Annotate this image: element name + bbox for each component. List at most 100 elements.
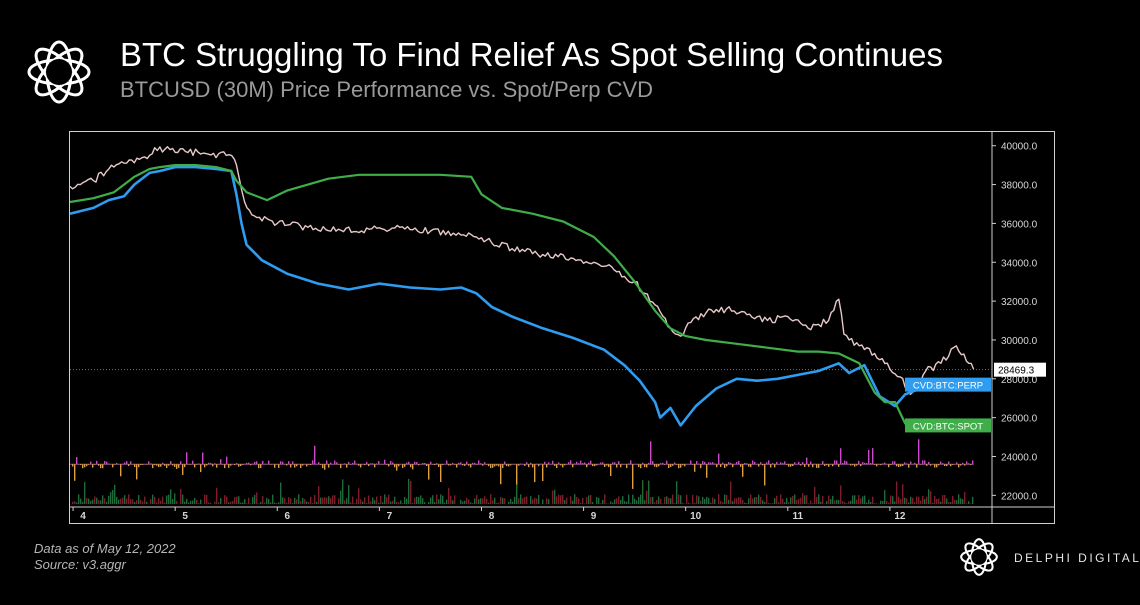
volume-bar	[334, 495, 336, 505]
cvd-delta-bar	[560, 464, 562, 466]
cvd-delta-bar	[258, 464, 260, 469]
cvd-delta-bar	[376, 463, 378, 465]
cvd-delta-bar	[392, 462, 394, 465]
volume-bar	[764, 501, 766, 505]
volume-bar	[576, 496, 578, 505]
cvd-delta-bar	[412, 464, 414, 470]
volume-bar	[104, 498, 106, 505]
volume-bar	[116, 496, 118, 505]
volume-bar	[928, 489, 930, 505]
cvd-delta-bar	[892, 461, 894, 465]
volume-bar	[442, 495, 444, 505]
cvd-delta-bar	[252, 463, 254, 465]
volume-bar	[910, 496, 912, 505]
cvd-delta-bar	[184, 464, 186, 468]
cvd-delta-bar	[526, 462, 528, 465]
cvd-delta-bar	[632, 464, 634, 489]
cvd-delta-bar	[720, 464, 722, 468]
cvd-delta-bar	[468, 464, 470, 466]
volume-bar	[476, 495, 478, 505]
cvd-delta-bar	[292, 461, 294, 465]
volume-bar	[182, 494, 184, 505]
volume-bar	[478, 499, 480, 505]
volume-bar	[454, 495, 456, 505]
cvd-delta-bar	[670, 464, 672, 467]
cvd-delta-bar	[248, 462, 250, 465]
volume-bar	[824, 503, 826, 505]
cvd-delta-bar	[200, 464, 202, 473]
volume-bar	[804, 495, 806, 505]
volume-bar	[206, 495, 208, 505]
volume-bar	[264, 502, 266, 505]
cvd-delta-bar	[220, 459, 222, 465]
cvd-delta-bar	[626, 464, 628, 469]
volume-bar	[818, 494, 820, 505]
volume-bar	[926, 496, 928, 505]
volume-bar	[886, 500, 888, 505]
volume-bar	[948, 501, 950, 505]
cvd-delta-bar	[80, 464, 82, 466]
volume-bar	[730, 481, 732, 505]
cvd-delta-bar	[490, 464, 492, 469]
cvd-delta-bar	[822, 461, 824, 465]
volume-bar	[688, 502, 690, 505]
volume-bar	[832, 495, 834, 505]
cvd-delta-bar	[456, 464, 458, 468]
cvd-delta-bar	[406, 462, 408, 465]
cvd-delta-bar	[824, 464, 826, 466]
volume-bar	[846, 503, 848, 505]
cvd-delta-bar	[968, 463, 970, 465]
cvd-delta-bar	[580, 460, 582, 465]
volume-bar	[570, 496, 572, 505]
cvd-delta-bar	[628, 463, 630, 465]
cvd-delta-bar	[474, 462, 476, 465]
cvd-delta-bar	[942, 463, 944, 465]
volume-bar	[898, 496, 900, 505]
cvd-delta-bar	[150, 463, 152, 465]
cvd-delta-bar	[938, 464, 940, 466]
cvd-delta-bar	[660, 463, 662, 465]
cvd-delta-bar	[906, 463, 908, 465]
cvd-delta-bar	[518, 464, 520, 466]
cvd-delta-bar	[648, 462, 650, 465]
cvd-delta-bar	[934, 464, 936, 468]
cvd-delta-bar	[82, 464, 84, 469]
cvd-delta-bar	[416, 462, 418, 465]
cvd-delta-bar	[136, 464, 138, 480]
cvd-delta-bar	[764, 464, 766, 486]
volume-bar	[722, 502, 724, 505]
cvd-delta-bar	[546, 464, 548, 468]
cvd-delta-bar	[712, 462, 714, 465]
cvd-delta-bar	[768, 460, 770, 465]
cvd-delta-bar	[164, 464, 166, 466]
cvd-delta-bar	[318, 462, 320, 465]
delphi-brand-icon	[960, 538, 998, 576]
volume-bar	[424, 502, 426, 505]
volume-bar	[930, 491, 932, 505]
cvd-delta-bar	[254, 461, 256, 465]
volume-bar	[542, 499, 544, 505]
volume-bar	[580, 503, 582, 505]
cvd-delta-bar	[202, 452, 204, 465]
volume-bar	[128, 494, 130, 505]
cvd-delta-bar	[722, 462, 724, 465]
cvd-delta-bar	[664, 464, 666, 465]
volume-bar	[84, 482, 86, 505]
cvd-delta-bar	[344, 463, 346, 465]
volume-bar	[896, 481, 898, 505]
cvd-delta-bar	[102, 464, 104, 469]
volume-bar	[800, 497, 802, 505]
cvd-delta-bar	[130, 461, 132, 465]
volume-bar	[272, 494, 274, 505]
cvd-delta-bar	[754, 461, 756, 465]
volume-bar	[812, 503, 814, 505]
cvd-delta-bar	[358, 464, 360, 466]
cvd-delta-bar	[674, 462, 676, 465]
volume-bar	[518, 498, 520, 505]
volume-bar	[620, 500, 622, 505]
volume-bar	[330, 498, 332, 505]
cvd-delta-bar	[116, 462, 118, 465]
volume-bar	[888, 502, 890, 505]
cvd-delta-bar	[838, 464, 840, 467]
volume-bar	[480, 498, 482, 505]
